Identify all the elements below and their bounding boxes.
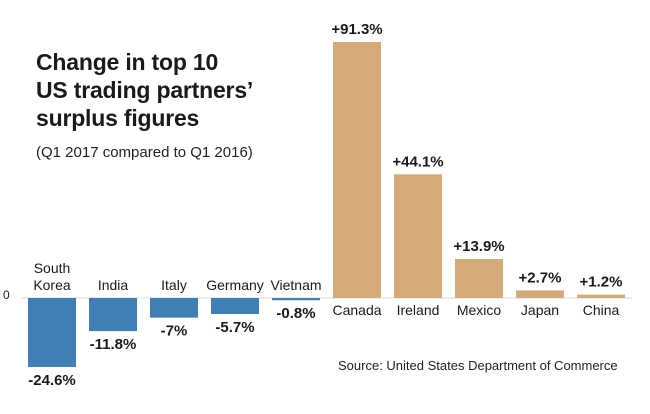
value-label-vietnam: -0.8% <box>276 305 315 322</box>
value-label-japan: +2.7% <box>519 269 562 286</box>
category-label-japan: Japan <box>521 302 559 318</box>
value-labels-group: -24.6% -11.8% -7% -5.7% -0.8% +91.3% +44.1% +13… <box>28 21 622 389</box>
chart-title: Change in top 10 US trading partners’ su… <box>36 48 253 161</box>
category-label-canada: Canada <box>332 302 381 318</box>
bar-south-korea <box>28 298 76 367</box>
bar-india <box>89 298 137 332</box>
bar-japan <box>516 290 564 298</box>
category-label-ireland: Ireland <box>397 302 440 318</box>
source-note: Source: United States Department of Comm… <box>338 358 618 373</box>
category-label-south-korea-line-2: Korea <box>33 277 71 293</box>
chart-title-line-2: US trading partners’ <box>36 77 254 103</box>
category-label-india: India <box>98 277 129 293</box>
bar-canada <box>333 42 381 298</box>
bar-ireland <box>394 174 442 298</box>
chart-title-line-1: Change in top 10 <box>36 49 219 75</box>
value-label-canada: +91.3% <box>331 21 382 38</box>
value-label-ireland: +44.1% <box>392 153 443 170</box>
bars-group <box>28 42 625 367</box>
category-label-mexico: Mexico <box>457 302 502 318</box>
zero-axis-label: 0 <box>3 288 10 302</box>
chart-subtitle: (Q1 2017 compared to Q1 2016) <box>36 144 253 161</box>
value-label-india: -11.8% <box>90 336 137 353</box>
category-label-vietnam: Vietnam <box>270 277 321 293</box>
value-label-italy: -7% <box>161 323 188 340</box>
value-label-china: +1.2% <box>580 274 623 291</box>
bar-china <box>577 294 625 298</box>
category-label-germany: Germany <box>206 277 264 293</box>
chart-title-line-3: surplus figures <box>36 105 200 131</box>
category-label-south-korea-line-1: South <box>34 260 71 276</box>
bar-mexico <box>455 259 503 298</box>
value-label-south-korea: -24.6% <box>28 372 76 389</box>
value-label-germany: -5.7% <box>215 319 254 336</box>
bar-italy <box>150 298 198 318</box>
bar-germany <box>211 298 259 314</box>
category-label-italy: Italy <box>161 277 187 293</box>
category-label-china: China <box>583 302 620 318</box>
value-label-mexico: +13.9% <box>453 238 504 255</box>
bar-vietnam <box>272 298 320 301</box>
